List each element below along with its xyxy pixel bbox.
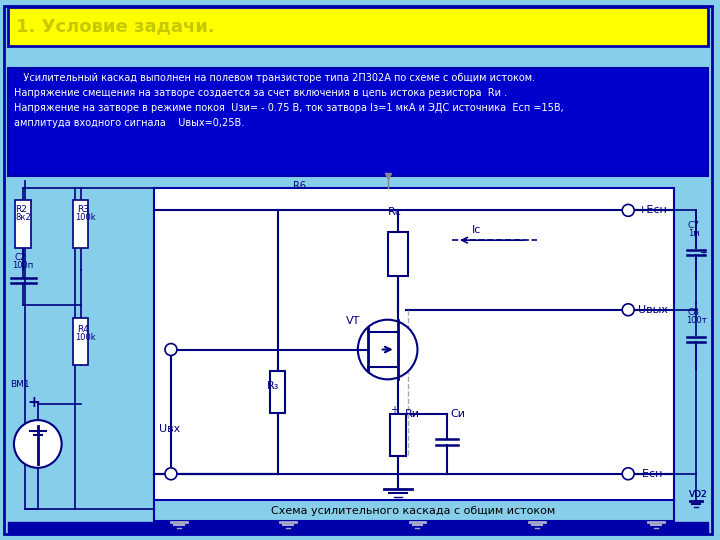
FancyBboxPatch shape	[73, 318, 89, 366]
FancyBboxPatch shape	[8, 6, 708, 46]
Text: 8к2: 8к2	[15, 213, 31, 222]
Text: +: +	[390, 405, 397, 415]
Text: VT: VT	[346, 316, 360, 326]
FancyBboxPatch shape	[154, 500, 674, 522]
FancyBboxPatch shape	[154, 188, 674, 502]
Text: VD2: VD2	[689, 490, 708, 498]
Circle shape	[622, 304, 634, 316]
Text: +: +	[699, 248, 707, 258]
Text: +Eсн: +Eсн	[638, 205, 668, 215]
Text: 1. Условие задачи.: 1. Условие задачи.	[16, 17, 215, 36]
Text: 1м: 1м	[688, 229, 699, 238]
Text: C2: C2	[15, 253, 27, 262]
Text: R1: R1	[20, 69, 32, 78]
Circle shape	[165, 468, 177, 480]
Circle shape	[14, 420, 62, 468]
FancyBboxPatch shape	[390, 414, 405, 456]
Text: R4: R4	[78, 325, 89, 334]
Text: +: +	[28, 395, 40, 410]
Text: VD2: VD2	[689, 490, 708, 498]
Text: R₃: R₃	[266, 381, 279, 391]
FancyBboxPatch shape	[4, 5, 711, 535]
FancyBboxPatch shape	[387, 232, 408, 276]
Text: R2: R2	[15, 205, 27, 214]
Text: Ic: Ic	[472, 225, 482, 235]
Text: Rи: Rи	[405, 409, 420, 419]
Text: C8: C8	[688, 308, 700, 317]
Circle shape	[165, 343, 177, 355]
Circle shape	[622, 205, 634, 217]
Text: 100k: 100k	[76, 333, 96, 342]
Text: Rc: Rc	[387, 207, 402, 217]
FancyBboxPatch shape	[15, 200, 31, 248]
Text: Усилительный каскад выполнен на полевом транзисторе типа 2П302А по схеме с общим: Усилительный каскад выполнен на полевом …	[14, 73, 564, 127]
FancyBboxPatch shape	[8, 523, 708, 535]
Text: 100т: 100т	[686, 316, 706, 325]
Text: Cи: Cи	[450, 409, 465, 419]
Circle shape	[358, 320, 418, 379]
Text: BM1: BM1	[10, 380, 30, 389]
Text: R6: R6	[293, 180, 306, 191]
Text: 100k: 100k	[76, 213, 96, 222]
Text: C7: C7	[688, 221, 700, 230]
Text: R3: R3	[78, 205, 89, 214]
FancyBboxPatch shape	[271, 372, 285, 413]
Text: Uвых: Uвых	[638, 305, 668, 315]
Circle shape	[622, 468, 634, 480]
FancyBboxPatch shape	[8, 68, 708, 176]
Text: -Eсн: -Eсн	[638, 469, 662, 479]
Text: 100п: 100п	[12, 261, 33, 270]
FancyBboxPatch shape	[73, 200, 89, 248]
Text: Схема усилительного каскада с общим истоком: Схема усилительного каскада с общим исто…	[271, 505, 556, 516]
Text: Uвх: Uвх	[159, 424, 180, 434]
